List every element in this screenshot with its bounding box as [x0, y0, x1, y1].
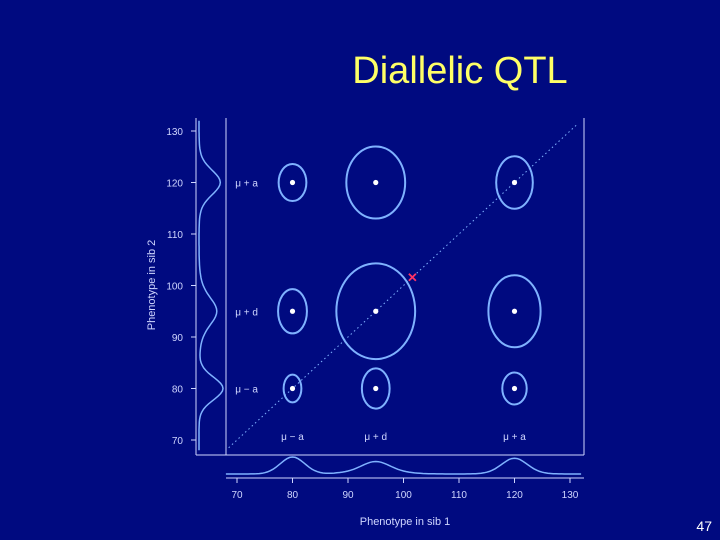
center-point [373, 179, 379, 186]
x-tick-label: 110 [451, 490, 467, 501]
marginal-densities [198, 120, 582, 475]
contour-ellipses [277, 145, 542, 410]
x-genotype-label: μ − a [281, 432, 304, 443]
x-axis-ticks: 70 80 90 100 110 120 130 [231, 478, 579, 501]
y-tick-label: 100 [166, 282, 183, 293]
contour-ellipse [282, 373, 303, 404]
contour-ellipse [495, 155, 534, 210]
y-tick-label: 130 [166, 127, 183, 138]
contour-ellipse [277, 162, 308, 203]
x-tick-label: 70 [231, 490, 243, 501]
y-tick-label: 120 [166, 179, 183, 190]
center-point [511, 179, 518, 186]
plot-frame [195, 118, 585, 479]
x-genotype-label: μ + d [364, 432, 387, 443]
x-marginal-density [225, 456, 582, 475]
contour-ellipse [487, 274, 542, 349]
x-tick-label: 100 [395, 490, 412, 501]
page-number: 47 [696, 518, 712, 534]
y-tick-label: 70 [172, 436, 184, 447]
x-tick-label: 130 [562, 490, 579, 501]
center-point [511, 308, 518, 314]
mean-marker-layer [408, 273, 417, 282]
center-points [289, 179, 518, 392]
y-marginal-density [198, 120, 224, 451]
contour-ellipse [277, 288, 308, 335]
mean-marker [408, 273, 417, 282]
y-genotype-label: μ + d [235, 307, 258, 318]
x-axis-label: Phenotype in sib 1 [360, 516, 451, 528]
center-point [373, 308, 379, 314]
y-tick-label: 90 [172, 333, 184, 344]
x-genotype-labels: μ − a μ + d μ + a [281, 432, 526, 443]
contour-ellipse [360, 367, 391, 410]
y-axis-label: Phenotype in sib 2 [146, 240, 158, 331]
x-genotype-label: μ + a [503, 432, 526, 443]
center-point [289, 385, 296, 392]
slide-title: Diallelic QTL [352, 50, 568, 92]
contour-ellipse [501, 371, 528, 406]
diagonal-line [228, 122, 579, 449]
x-tick-label: 80 [287, 490, 299, 501]
x-tick-label: 90 [342, 490, 354, 501]
y-genotype-labels: μ − a μ + d μ + a [235, 179, 258, 396]
y-tick-label: 80 [172, 385, 184, 396]
diagonal-line-layer [228, 122, 579, 449]
center-point [289, 179, 296, 186]
y-axis-ticks: 70 80 90 100 110 120 130 [166, 127, 196, 447]
y-tick-label: 110 [167, 230, 183, 241]
contour-ellipse [345, 145, 407, 220]
y-genotype-label: μ − a [235, 385, 258, 396]
x-tick-label: 120 [506, 490, 523, 501]
center-point [511, 385, 518, 392]
center-point [373, 385, 379, 392]
center-point [289, 308, 296, 314]
y-genotype-label: μ + a [235, 179, 258, 190]
contour-ellipse [335, 262, 417, 361]
